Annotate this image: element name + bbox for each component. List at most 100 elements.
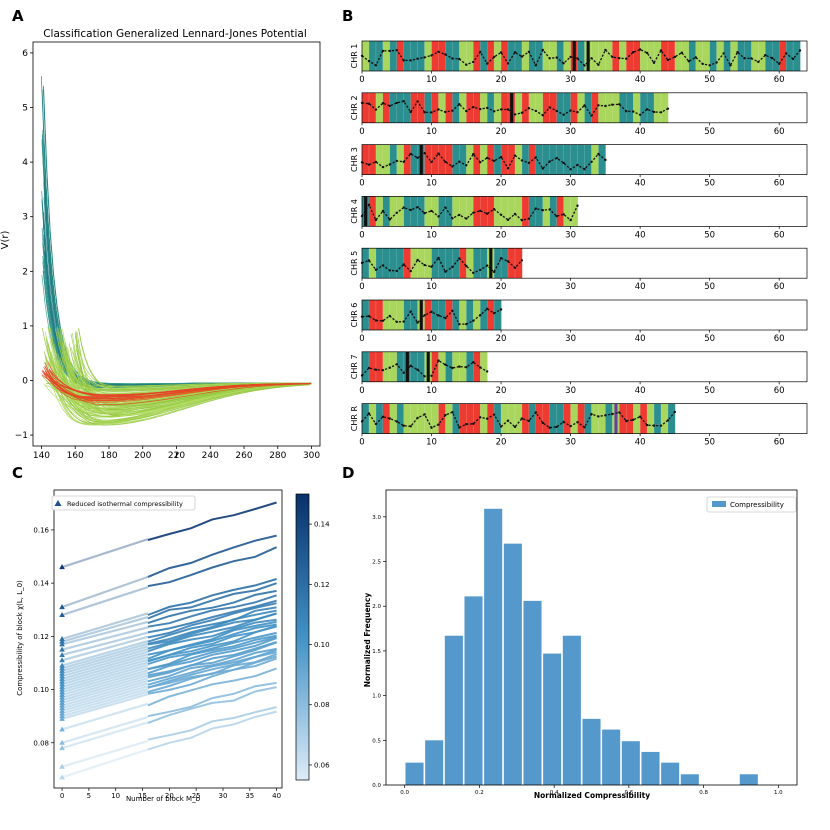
chromosome-trace-point <box>451 217 454 220</box>
chromosome-trace-point <box>472 271 475 275</box>
chromosome-trace-point <box>527 217 531 220</box>
chromosome-trace-point <box>430 160 433 164</box>
chromosome-trace-point <box>583 426 586 429</box>
chromosome-trace-point <box>486 62 489 65</box>
chromosome-block <box>480 196 488 227</box>
panel-c-connector <box>61 650 149 678</box>
chromosome-block <box>521 41 530 71</box>
chromosome-trace-point <box>555 425 558 429</box>
panel-a-curve <box>42 144 310 389</box>
panel-c-series-line <box>147 647 277 683</box>
chromosome-block <box>501 403 509 434</box>
panel-c-chart: Number of block M_b Compressibility of b… <box>16 489 330 803</box>
chromosome-trace-point <box>520 55 524 58</box>
panel-c-ytick-label: 0.16 <box>33 526 49 534</box>
chromosome-xtick-label: 60 <box>774 334 785 344</box>
chromosome-block <box>424 403 432 434</box>
chromosome-trace-point <box>520 259 524 262</box>
chromosome-block <box>514 196 523 227</box>
chromosome-block <box>535 41 544 71</box>
chromosome-trace-point <box>423 263 426 267</box>
panel-c-triangle-marker <box>59 694 65 700</box>
chromosome-block <box>605 41 613 71</box>
panel-c-series-line <box>147 589 277 625</box>
chromosome-block <box>375 300 384 330</box>
chromosome-trace-point <box>645 108 649 111</box>
panel-a-curve <box>42 255 310 389</box>
chromosome-row: CHR 40 10 20 30 40 50 60 <box>350 196 808 240</box>
chromosome-xtick-label: 30 <box>565 438 576 448</box>
panel-a-curve <box>43 182 311 386</box>
chromosome-block <box>473 196 481 227</box>
chromosome-block <box>480 248 488 279</box>
chromosome-block <box>598 403 606 434</box>
chromosome-trace-point <box>437 359 440 362</box>
panel-c-triangle-marker <box>59 686 65 692</box>
chromosome-trace-point <box>402 206 405 209</box>
chromosome-trace-point <box>541 209 544 212</box>
chromosome-xtick-label: 10 <box>426 334 437 344</box>
chromosome-trace-point <box>367 259 371 262</box>
panel-a-curve <box>43 85 311 388</box>
chromosome-trace-point <box>492 312 496 315</box>
chromosome-trace <box>361 256 523 274</box>
chromosome-trace-point <box>381 264 385 267</box>
panel-a-curve <box>42 205 310 388</box>
chromosome-block <box>445 403 453 434</box>
panel-a-curve <box>42 89 310 385</box>
panel-c-connector <box>61 677 149 704</box>
panel-a-axes: 140 160 180 200 220 240 260 280 300 −1 0 1 2 3 4 5 6 <box>15 41 320 461</box>
panel-c-connector <box>61 642 149 670</box>
chromosome-block <box>410 92 418 123</box>
chromosome-trace-point <box>465 164 468 167</box>
chromosome-block <box>508 403 516 434</box>
chromosome-block <box>563 403 571 434</box>
panel-c-connector <box>61 645 149 672</box>
chromosome-marker <box>419 300 423 330</box>
panel-c-triangle-marker <box>59 681 65 687</box>
chromosome-block <box>514 403 523 434</box>
chromosome-block <box>382 92 391 123</box>
panel-d-xtick-label: 0.2 <box>475 790 484 796</box>
panel-c-ytick-label: 0.10 <box>33 686 49 694</box>
chromosome-block <box>514 144 523 175</box>
chromosome-trace-point <box>590 57 593 60</box>
panel-c-series-line <box>147 640 277 677</box>
chromosome-trace-point <box>409 110 412 114</box>
chromosome-trace-point <box>395 320 398 324</box>
chromosome-trace-point <box>590 160 593 164</box>
chromosome-block <box>375 403 384 434</box>
panel-c-triangle-marker <box>59 657 65 663</box>
chromosome-block <box>480 41 488 71</box>
chromosome-trace-point <box>562 420 565 424</box>
chromosome-frame <box>361 299 808 331</box>
chromosome-block <box>487 144 495 175</box>
chromosome-block <box>396 248 405 279</box>
chromosome-trace-point <box>562 213 565 216</box>
chromosome-trace-point <box>451 411 454 414</box>
chromosome-trace-point <box>374 218 378 222</box>
chromosome-xtick-label: 60 <box>774 179 785 189</box>
chromosome-trace-point <box>555 215 558 218</box>
chromosome-block <box>410 300 418 330</box>
panel-c-series-line <box>147 623 277 660</box>
chromosome-block <box>514 92 523 123</box>
panel-c-connector <box>61 739 149 768</box>
panel-a-ytick-label: 1 <box>22 322 28 332</box>
chromosome-block <box>494 403 502 434</box>
panel-a-ytick-label: 3 <box>22 213 28 223</box>
chromosome-trace-point <box>472 422 475 425</box>
chromosome-block <box>375 144 384 175</box>
chromosome-trace-point <box>451 265 454 269</box>
panel-a-curve <box>72 351 310 388</box>
chromosome-trace-point <box>736 51 739 54</box>
panel-a-curve <box>43 197 311 389</box>
chromosome-block <box>431 196 439 227</box>
histogram-bar <box>543 653 562 785</box>
chromosome-block <box>758 41 766 71</box>
chromosome-block <box>591 403 599 434</box>
chromosome-trace-point <box>534 411 537 414</box>
chromosome-block <box>473 144 481 175</box>
panel-a-ytick-label: 5 <box>22 104 28 114</box>
